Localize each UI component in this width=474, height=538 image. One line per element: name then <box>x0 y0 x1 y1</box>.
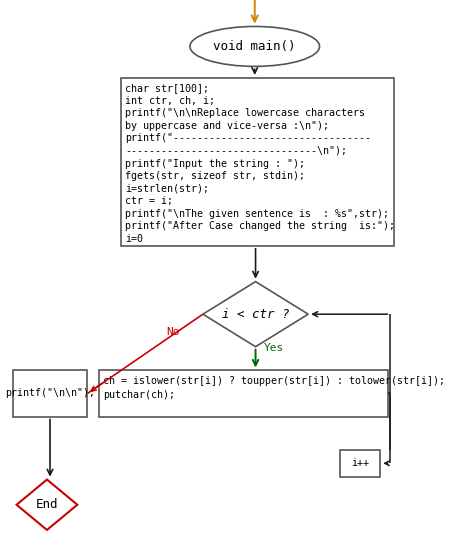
Bar <box>121 78 394 246</box>
Text: char str[100];
int ctr, ch, i;
printf("\n\nReplace lowercase characters
by upper: char str[100]; int ctr, ch, i; printf("\… <box>125 83 395 244</box>
Text: printf("\n\n");: printf("\n\n"); <box>5 388 95 399</box>
Polygon shape <box>203 281 308 346</box>
Text: void main(): void main() <box>213 40 296 53</box>
Text: i++: i++ <box>351 458 369 468</box>
Polygon shape <box>17 479 77 530</box>
Text: Yes: Yes <box>264 343 284 353</box>
Text: End: End <box>36 498 58 511</box>
Text: i < ctr ?: i < ctr ? <box>222 308 289 321</box>
Text: ch = islower(str[i]) ? toupper(str[i]) : tolower(str[i]);
putchar(ch);: ch = islower(str[i]) ? toupper(str[i]) :… <box>103 376 445 400</box>
Bar <box>12 370 88 416</box>
Text: No: No <box>166 327 180 337</box>
Ellipse shape <box>190 26 319 66</box>
Bar <box>340 450 380 477</box>
Bar <box>99 370 388 416</box>
